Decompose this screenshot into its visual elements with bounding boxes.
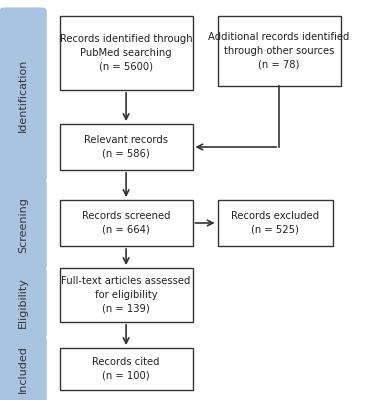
Text: Included: Included bbox=[18, 345, 28, 393]
Text: Screening: Screening bbox=[18, 197, 28, 253]
FancyBboxPatch shape bbox=[0, 8, 46, 182]
Text: Eligibility: Eligibility bbox=[18, 278, 28, 328]
FancyBboxPatch shape bbox=[218, 16, 341, 86]
FancyBboxPatch shape bbox=[0, 336, 46, 400]
Text: Records excluded
(n = 525): Records excluded (n = 525) bbox=[231, 211, 319, 235]
Text: Full-text articles assessed
for eligibility
(n = 139): Full-text articles assessed for eligibil… bbox=[61, 276, 191, 314]
Text: Records cited
(n = 100): Records cited (n = 100) bbox=[92, 357, 160, 381]
Text: Records identified through
PubMed searching
(n = 5600): Records identified through PubMed search… bbox=[60, 34, 192, 72]
Text: Relevant records
(n = 586): Relevant records (n = 586) bbox=[84, 135, 168, 159]
Text: Identification: Identification bbox=[18, 58, 28, 132]
FancyBboxPatch shape bbox=[60, 124, 192, 170]
FancyBboxPatch shape bbox=[60, 268, 192, 322]
FancyBboxPatch shape bbox=[60, 16, 192, 90]
Text: Additional records identified
through other sources
(n = 78): Additional records identified through ot… bbox=[208, 32, 350, 70]
FancyBboxPatch shape bbox=[0, 180, 46, 270]
Text: Records screened
(n = 664): Records screened (n = 664) bbox=[82, 211, 170, 235]
FancyBboxPatch shape bbox=[0, 268, 46, 338]
FancyBboxPatch shape bbox=[60, 200, 192, 246]
FancyBboxPatch shape bbox=[218, 200, 333, 246]
FancyBboxPatch shape bbox=[60, 348, 192, 390]
